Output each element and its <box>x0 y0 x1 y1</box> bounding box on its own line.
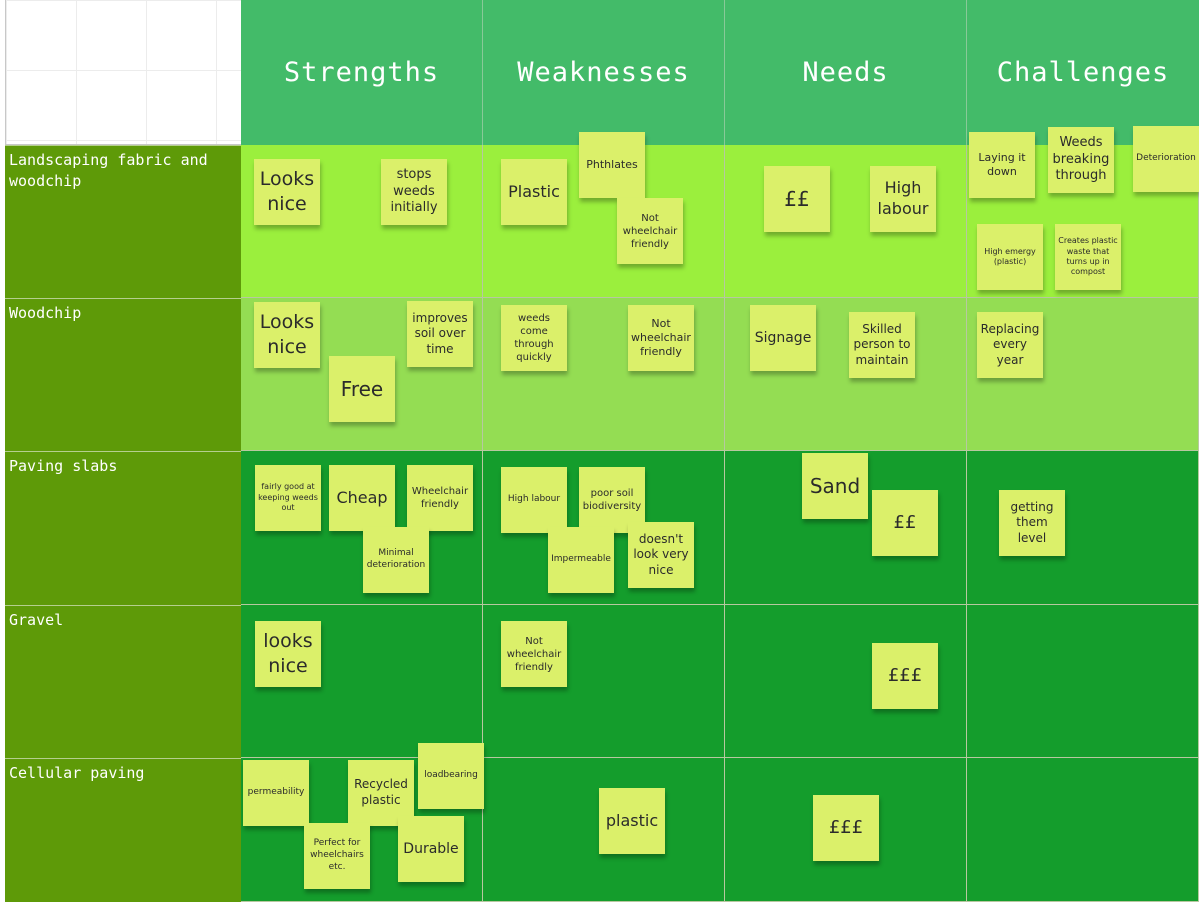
sticky-note[interactable]: looks nice <box>255 621 321 687</box>
sticky-note[interactable]: stops weeds initially <box>381 159 447 225</box>
sticky-note[interactable]: Cheap <box>329 465 395 531</box>
sticky-note[interactable]: £££ <box>872 643 938 709</box>
sticky-note[interactable]: ££ <box>872 490 938 556</box>
sticky-note[interactable]: Durable <box>398 816 464 882</box>
cell-r4-challenges <box>967 605 1199 758</box>
sticky-note[interactable]: £££ <box>813 795 879 861</box>
sticky-note[interactable]: Not wheelchair friendly <box>617 198 683 264</box>
sticky-note[interactable]: High labour <box>501 467 567 533</box>
sticky-note[interactable]: fairly good at keeping weeds out <box>255 465 321 531</box>
row-header-cellular-paving: Cellular paving <box>5 758 241 902</box>
sticky-note[interactable]: Minimal deterioration <box>363 527 429 593</box>
sticky-note[interactable]: getting them level <box>999 490 1065 556</box>
sticky-note[interactable]: ££ <box>764 166 830 232</box>
sticky-note[interactable]: Phthlates <box>579 132 645 198</box>
sticky-note[interactable]: Weeds breaking through <box>1048 127 1114 193</box>
sticky-note[interactable]: Deterioration <box>1133 126 1199 192</box>
sticky-note[interactable]: Perfect for wheelchairs etc. <box>304 823 370 889</box>
column-header-needs: Needs <box>725 0 967 145</box>
sticky-note[interactable]: Laying it down <box>969 132 1035 198</box>
row-header-label: Woodchip <box>9 304 82 322</box>
column-header-label: Strengths <box>283 57 440 88</box>
sticky-note[interactable]: permeability <box>243 760 309 826</box>
sticky-note[interactable]: Looks nice <box>254 159 320 225</box>
column-header-weaknesses: Weaknesses <box>483 0 725 145</box>
column-header-strengths: Strengths <box>241 0 483 145</box>
sticky-note[interactable]: Creates plastic waste that turns up in c… <box>1055 224 1121 290</box>
sticky-note[interactable]: Sand <box>802 453 868 519</box>
sticky-note[interactable]: High labour <box>870 166 936 232</box>
sticky-note[interactable]: loadbearing <box>418 743 484 809</box>
sticky-note[interactable]: Not wheelchair friendly <box>628 305 694 371</box>
sticky-note[interactable]: weeds come through quickly <box>501 305 567 371</box>
column-header-label: Challenges <box>996 57 1170 88</box>
row-header-label: Landscaping fabric and woodchip <box>9 151 208 190</box>
sticky-note[interactable]: Signage <box>750 305 816 371</box>
sticky-note[interactable]: doesn't look very nice <box>628 522 694 588</box>
sticky-note[interactable]: High emergy (plastic) <box>977 224 1043 290</box>
cell-r5-challenges <box>967 758 1199 902</box>
sticky-note[interactable]: Wheelchair friendly <box>407 465 473 531</box>
row-header-label: Gravel <box>9 611 64 629</box>
column-header-label: Weaknesses <box>517 57 690 88</box>
sticky-note[interactable]: Free <box>329 356 395 422</box>
sticky-note[interactable]: improves soil over time <box>407 301 473 367</box>
column-header-label: Needs <box>802 57 889 88</box>
sticky-note[interactable]: Replacing every year <box>977 312 1043 378</box>
sticky-note[interactable]: Impermeable <box>548 527 614 593</box>
row-header-label: Cellular paving <box>9 764 145 782</box>
row-header-gravel: Gravel <box>5 605 241 758</box>
sticky-note[interactable]: Skilled person to maintain <box>849 312 915 378</box>
row-header-landscaping-fabric: Landscaping fabric and woodchip <box>5 145 241 298</box>
board-corner <box>5 0 241 145</box>
sticky-note[interactable]: Plastic <box>501 159 567 225</box>
sticky-note[interactable]: Looks nice <box>254 302 320 368</box>
sticky-note[interactable]: Not wheelchair friendly <box>501 621 567 687</box>
row-header-woodchip: Woodchip <box>5 298 241 451</box>
row-header-label: Paving slabs <box>9 457 118 475</box>
row-header-paving-slabs: Paving slabs <box>5 451 241 605</box>
sticky-note[interactable]: Recycled plastic <box>348 760 414 826</box>
column-header-challenges: Challenges <box>967 0 1199 145</box>
sticky-note[interactable]: plastic <box>599 788 665 854</box>
